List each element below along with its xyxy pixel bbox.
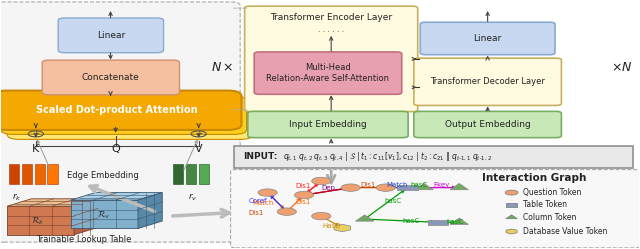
FancyBboxPatch shape bbox=[7, 101, 253, 139]
FancyBboxPatch shape bbox=[0, 91, 241, 130]
Circle shape bbox=[294, 191, 314, 199]
Polygon shape bbox=[415, 184, 433, 190]
Bar bbox=[198, 164, 209, 184]
Text: hasC: hasC bbox=[447, 219, 463, 225]
FancyBboxPatch shape bbox=[248, 111, 408, 138]
Text: Dis1: Dis1 bbox=[296, 183, 311, 189]
Text: hasC: hasC bbox=[384, 198, 401, 204]
Circle shape bbox=[376, 184, 396, 191]
Polygon shape bbox=[450, 184, 468, 190]
Text: Match: Match bbox=[252, 200, 274, 206]
Bar bbox=[47, 164, 58, 184]
Polygon shape bbox=[450, 218, 468, 224]
Text: +: + bbox=[32, 129, 40, 138]
Text: Multi-Head
Relation-Aware Self-Attention: Multi-Head Relation-Aware Self-Attention bbox=[266, 63, 390, 83]
FancyBboxPatch shape bbox=[1, 96, 246, 134]
Polygon shape bbox=[74, 199, 99, 235]
Text: $N\times$: $N\times$ bbox=[211, 61, 234, 74]
Text: . . . . . .: . . . . . . bbox=[318, 25, 344, 34]
Text: Transformer Encoder Layer: Transformer Encoder Layer bbox=[270, 13, 392, 22]
Text: Input Embedding: Input Embedding bbox=[289, 120, 367, 129]
Bar bbox=[9, 164, 19, 184]
Text: +: + bbox=[195, 129, 202, 138]
Text: INPUT:: INPUT: bbox=[243, 152, 278, 161]
Bar bbox=[35, 164, 45, 184]
Text: K: K bbox=[32, 144, 40, 154]
Bar bbox=[397, 185, 418, 190]
Bar bbox=[234, 146, 633, 168]
Text: Concatenate: Concatenate bbox=[82, 73, 140, 82]
Text: Output Embedding: Output Embedding bbox=[445, 120, 531, 129]
Text: HasD: HasD bbox=[323, 223, 341, 229]
Bar bbox=[186, 164, 196, 184]
Text: Edge Embedding: Edge Embedding bbox=[67, 171, 139, 180]
Text: Column Token: Column Token bbox=[523, 213, 577, 222]
Polygon shape bbox=[138, 192, 163, 229]
FancyBboxPatch shape bbox=[414, 58, 561, 105]
FancyBboxPatch shape bbox=[0, 2, 240, 242]
Text: Scaled Dot-product Attention: Scaled Dot-product Attention bbox=[36, 105, 198, 115]
Polygon shape bbox=[7, 199, 99, 206]
Text: $r_v$: $r_v$ bbox=[188, 192, 197, 203]
Text: Question Token: Question Token bbox=[523, 188, 582, 197]
Polygon shape bbox=[334, 224, 351, 232]
Text: hasC: hasC bbox=[403, 218, 420, 224]
Text: $\mathcal{R}_v$: $\mathcal{R}_v$ bbox=[97, 209, 111, 221]
Circle shape bbox=[312, 177, 331, 185]
Text: Dis1: Dis1 bbox=[360, 182, 376, 188]
Polygon shape bbox=[71, 192, 163, 200]
Text: V: V bbox=[195, 144, 202, 154]
FancyBboxPatch shape bbox=[244, 6, 418, 112]
Text: Fkey: Fkey bbox=[433, 182, 450, 188]
Bar bbox=[428, 220, 449, 225]
Text: Database Value Token: Database Value Token bbox=[523, 227, 607, 236]
FancyBboxPatch shape bbox=[230, 170, 640, 248]
Text: $r_k$: $r_k$ bbox=[12, 192, 22, 203]
Polygon shape bbox=[7, 206, 74, 235]
Polygon shape bbox=[71, 200, 138, 229]
Polygon shape bbox=[506, 215, 517, 219]
FancyBboxPatch shape bbox=[42, 60, 179, 95]
Circle shape bbox=[341, 184, 360, 191]
Text: Q: Q bbox=[111, 144, 120, 154]
Polygon shape bbox=[355, 215, 374, 221]
Text: Trainable Lookup Table: Trainable Lookup Table bbox=[36, 235, 131, 244]
Bar bbox=[173, 164, 183, 184]
Text: $q_{t,1}\;q_{t,2}\;q_{t,3}\;q_{t,4}\;|\;\mathcal{S}\;|\;t_1:c_{11}[v_1],c_{12}\;: $q_{t,1}\;q_{t,2}\;q_{t,3}\;q_{t,4}\;|\;… bbox=[283, 150, 492, 163]
Text: Dis1: Dis1 bbox=[296, 199, 311, 205]
Polygon shape bbox=[506, 229, 517, 234]
Text: $\mathcal{R}_k$: $\mathcal{R}_k$ bbox=[31, 215, 45, 227]
FancyBboxPatch shape bbox=[420, 22, 555, 55]
Circle shape bbox=[277, 208, 296, 215]
Text: Transformer Decoder Layer: Transformer Decoder Layer bbox=[430, 77, 545, 86]
FancyBboxPatch shape bbox=[58, 18, 164, 53]
Text: $\times N$: $\times N$ bbox=[611, 61, 633, 74]
Text: hasC: hasC bbox=[410, 182, 428, 188]
Text: Dep: Dep bbox=[322, 186, 335, 191]
Text: Coref: Coref bbox=[249, 198, 268, 204]
Circle shape bbox=[258, 189, 277, 196]
Bar bbox=[506, 203, 517, 207]
Bar bbox=[22, 164, 32, 184]
Text: Linear: Linear bbox=[97, 31, 125, 40]
Circle shape bbox=[312, 212, 331, 220]
FancyBboxPatch shape bbox=[254, 52, 402, 94]
Text: Dis1: Dis1 bbox=[248, 210, 264, 216]
Text: Linear: Linear bbox=[474, 34, 502, 43]
Text: Interaction Graph: Interaction Graph bbox=[482, 173, 586, 183]
Circle shape bbox=[505, 190, 518, 195]
FancyBboxPatch shape bbox=[414, 111, 561, 138]
Text: Table Token: Table Token bbox=[523, 200, 567, 209]
Text: Match: Match bbox=[386, 182, 407, 188]
